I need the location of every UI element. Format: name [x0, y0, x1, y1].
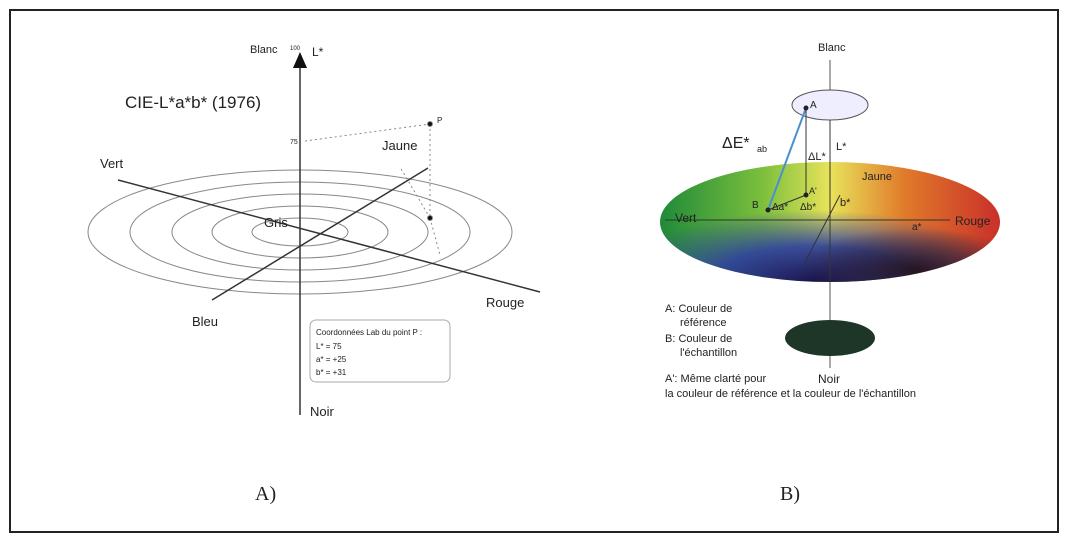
- label: Blanc: [250, 44, 278, 56]
- box-title: Coordonnées Lab du point P :: [316, 328, 422, 337]
- label: Vert: [100, 156, 124, 171]
- label: B: [752, 200, 759, 211]
- label: Rouge: [486, 295, 524, 310]
- label: Jaune: [862, 171, 892, 183]
- label: P: [437, 116, 442, 125]
- legend-line: A: Couleur de: [665, 303, 732, 315]
- label: Noir: [310, 404, 335, 419]
- label: Δb*: [800, 202, 816, 213]
- label: ΔL*: [808, 151, 826, 163]
- page: CIE-L*a*b* (1976) Blanc 100 L* P 75 Jaun…: [0, 0, 1068, 539]
- label: L*: [836, 141, 847, 153]
- caption: B): [780, 483, 800, 505]
- label: ab: [757, 144, 767, 154]
- box-line: b* = +31: [316, 368, 347, 377]
- legend-line: B: Couleur de: [665, 333, 732, 345]
- title: CIE-L*a*b* (1976): [125, 93, 261, 112]
- box-line: L* = 75: [316, 342, 342, 351]
- label: 75: [290, 139, 298, 146]
- label: L*: [312, 45, 324, 59]
- label: b*: [840, 197, 851, 209]
- label: A': [809, 186, 817, 196]
- label: Δa*: [772, 202, 788, 213]
- label: ΔE*: [722, 135, 750, 152]
- label: A: [810, 100, 817, 111]
- label: Gris: [264, 215, 288, 230]
- figure: CIE-L*a*b* (1976) Blanc 100 L* P 75 Jaun…: [0, 0, 1068, 539]
- legend-line: l'échantillon: [680, 347, 737, 359]
- label: Noir: [818, 372, 840, 386]
- legend-line: référence: [680, 317, 726, 329]
- label: a*: [912, 222, 922, 233]
- box-line: a* = +25: [316, 355, 347, 364]
- label: Bleu: [192, 314, 218, 329]
- caption: A): [255, 483, 276, 505]
- label: Vert: [675, 211, 697, 225]
- label: Blanc: [818, 42, 846, 54]
- label: 100: [290, 46, 301, 52]
- label: Jaune: [382, 138, 417, 153]
- legend-line: la couleur de référence et la couleur de…: [665, 388, 916, 400]
- legend-line: A': Même clarté pour: [665, 373, 766, 385]
- label: Rouge: [955, 214, 991, 228]
